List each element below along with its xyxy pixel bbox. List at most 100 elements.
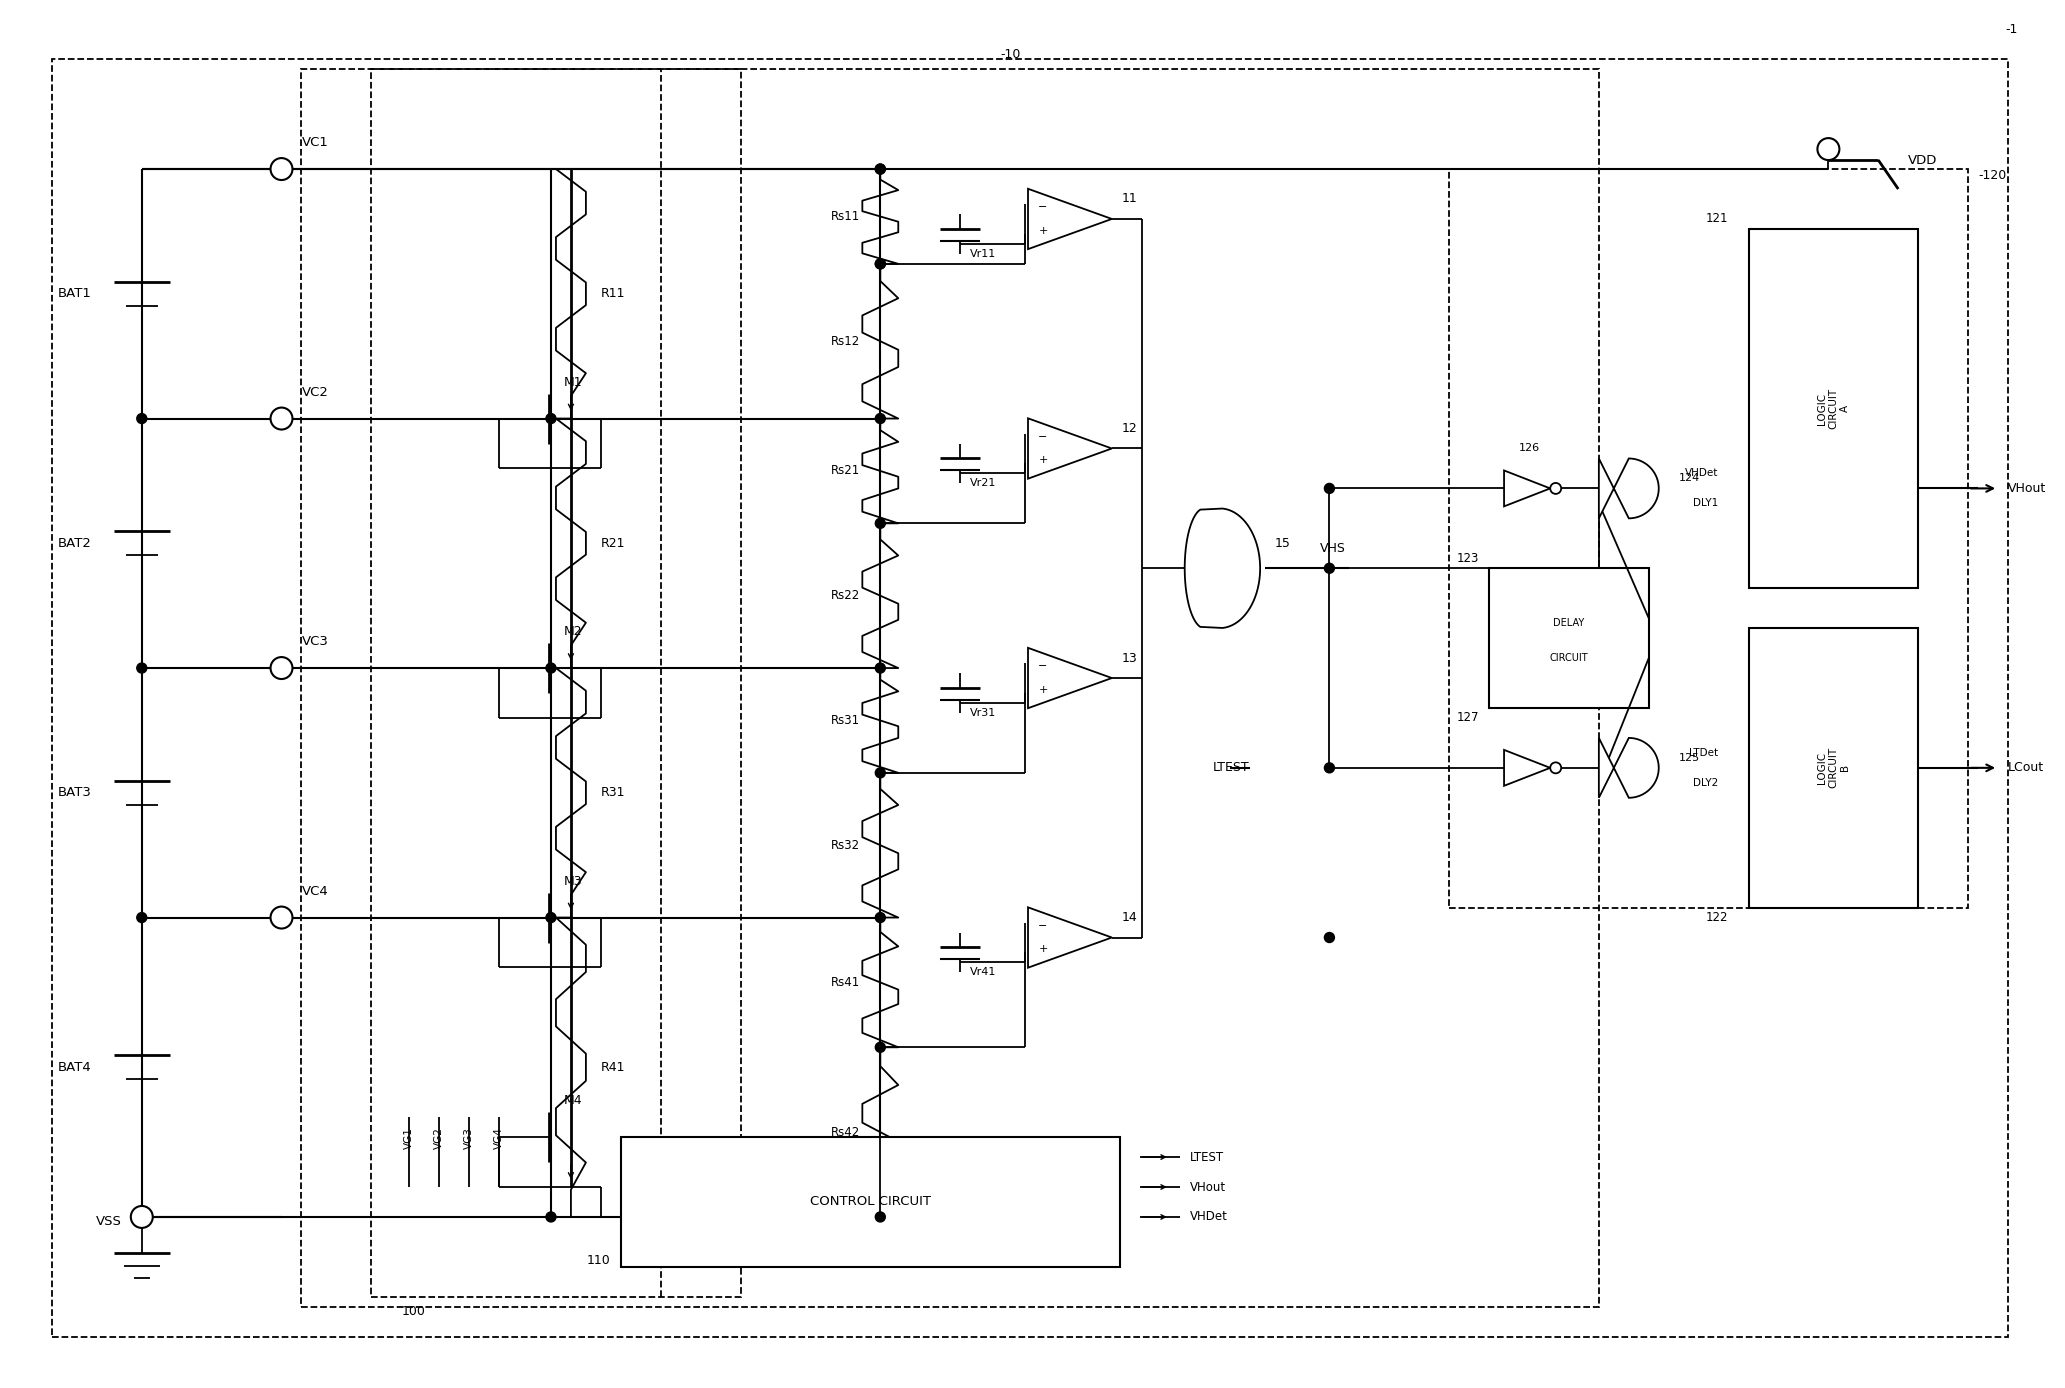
Text: +: + xyxy=(1039,684,1047,695)
Text: VG1: VG1 xyxy=(405,1127,415,1149)
Circle shape xyxy=(271,408,293,429)
Text: VG4: VG4 xyxy=(494,1127,504,1149)
Circle shape xyxy=(130,1206,153,1228)
Circle shape xyxy=(136,912,147,923)
Circle shape xyxy=(876,164,886,174)
Text: VHout: VHout xyxy=(2007,482,2046,496)
Bar xyxy=(622,1137,1119,1267)
Circle shape xyxy=(136,414,147,423)
Text: LOGIC
CIRCUIT
A: LOGIC CIRCUIT A xyxy=(1817,389,1850,429)
Circle shape xyxy=(545,1212,555,1221)
Text: VHDet: VHDet xyxy=(1685,468,1718,479)
Text: −: − xyxy=(1039,203,1047,212)
Text: VHDet: VHDet xyxy=(1189,1210,1227,1223)
Text: LTEST: LTEST xyxy=(1189,1151,1225,1163)
Text: R41: R41 xyxy=(601,1060,626,1074)
Circle shape xyxy=(876,768,886,777)
Circle shape xyxy=(271,158,293,180)
Text: CIRCUIT: CIRCUIT xyxy=(1549,654,1588,663)
Text: 126: 126 xyxy=(1518,444,1540,454)
Text: 125: 125 xyxy=(1679,752,1699,763)
Text: 15: 15 xyxy=(1274,537,1291,550)
Circle shape xyxy=(876,1042,886,1052)
Text: M4: M4 xyxy=(564,1094,582,1108)
Text: VC4: VC4 xyxy=(301,884,328,898)
Text: -1: -1 xyxy=(2005,22,2018,36)
Text: VG3: VG3 xyxy=(465,1127,475,1149)
Circle shape xyxy=(1324,564,1334,573)
Text: Rs32: Rs32 xyxy=(832,838,861,852)
Polygon shape xyxy=(1028,648,1111,708)
Circle shape xyxy=(271,657,293,679)
Text: LTDet: LTDet xyxy=(1689,748,1718,758)
Text: BAT2: BAT2 xyxy=(58,537,91,550)
Text: R31: R31 xyxy=(601,786,626,799)
Circle shape xyxy=(876,414,886,423)
Text: Rs42: Rs42 xyxy=(830,1126,861,1138)
Bar xyxy=(1489,568,1648,708)
Text: 110: 110 xyxy=(586,1253,611,1267)
Text: -10: -10 xyxy=(999,47,1020,61)
Text: BAT3: BAT3 xyxy=(58,786,91,799)
Text: 100: 100 xyxy=(401,1305,425,1319)
Text: Rs22: Rs22 xyxy=(830,589,861,602)
Bar xyxy=(1450,169,1968,908)
Bar xyxy=(372,69,741,1296)
Text: 13: 13 xyxy=(1121,651,1138,665)
Text: M3: M3 xyxy=(564,874,582,887)
Text: VHS: VHS xyxy=(1320,541,1344,555)
Text: CONTROL CIRCUIT: CONTROL CIRCUIT xyxy=(809,1195,931,1209)
Text: BAT1: BAT1 xyxy=(58,287,91,300)
Text: Rs31: Rs31 xyxy=(832,713,861,727)
Text: +: + xyxy=(1039,226,1047,236)
Text: 122: 122 xyxy=(1706,911,1728,924)
Polygon shape xyxy=(1598,738,1658,798)
Circle shape xyxy=(876,260,886,269)
Text: −: − xyxy=(1039,432,1047,441)
Text: VSS: VSS xyxy=(95,1216,122,1228)
Text: LTEST: LTEST xyxy=(1212,762,1249,775)
Bar xyxy=(1749,229,1918,589)
Text: 124: 124 xyxy=(1679,473,1699,483)
Text: 123: 123 xyxy=(1456,552,1479,565)
Text: DLY1: DLY1 xyxy=(1693,498,1718,508)
Bar xyxy=(301,69,1598,1306)
Circle shape xyxy=(876,260,886,269)
Circle shape xyxy=(876,912,886,923)
Text: Rs21: Rs21 xyxy=(830,465,861,477)
Text: M2: M2 xyxy=(564,625,582,638)
Circle shape xyxy=(545,912,555,923)
Polygon shape xyxy=(1028,908,1111,967)
Text: VC1: VC1 xyxy=(301,136,328,149)
Circle shape xyxy=(1324,763,1334,773)
Text: VC2: VC2 xyxy=(301,386,328,398)
Text: DLY2: DLY2 xyxy=(1693,777,1718,788)
Text: 14: 14 xyxy=(1121,911,1138,924)
Text: DELAY: DELAY xyxy=(1553,618,1584,629)
Text: 11: 11 xyxy=(1121,193,1138,205)
Text: +: + xyxy=(1039,455,1047,465)
Text: Rs11: Rs11 xyxy=(830,210,861,223)
Circle shape xyxy=(1551,762,1561,773)
Bar xyxy=(1749,629,1918,908)
Circle shape xyxy=(1324,483,1334,493)
Circle shape xyxy=(876,663,886,673)
Circle shape xyxy=(545,663,555,673)
Text: −: − xyxy=(1039,661,1047,672)
Circle shape xyxy=(1324,933,1334,942)
Circle shape xyxy=(876,1212,886,1221)
Circle shape xyxy=(1817,139,1840,160)
Text: Vr21: Vr21 xyxy=(971,479,997,489)
Text: M1: M1 xyxy=(564,376,582,389)
Polygon shape xyxy=(1503,750,1551,786)
Text: LOGIC
CIRCUIT
B: LOGIC CIRCUIT B xyxy=(1817,747,1850,788)
Text: VG2: VG2 xyxy=(434,1127,444,1149)
Text: Rs12: Rs12 xyxy=(830,335,861,348)
Text: 12: 12 xyxy=(1121,422,1138,434)
Text: +: + xyxy=(1039,944,1047,954)
Text: BAT4: BAT4 xyxy=(58,1060,91,1074)
Polygon shape xyxy=(1185,508,1260,627)
Polygon shape xyxy=(1028,189,1111,248)
Text: −: − xyxy=(1039,920,1047,931)
Text: -120: -120 xyxy=(1978,169,2007,182)
